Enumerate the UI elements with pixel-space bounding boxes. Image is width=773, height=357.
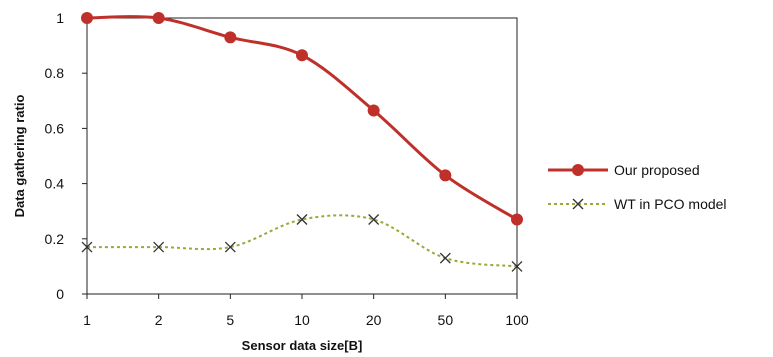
y-tick-label: 0 <box>56 286 64 302</box>
legend-swatch-marker <box>572 164 584 176</box>
point-stroke <box>81 241 93 253</box>
y-tick-label: 0.6 <box>45 120 65 136</box>
x-tick-label: 1 <box>83 312 91 328</box>
series-point <box>439 252 451 264</box>
x-axis-label: Sensor data size[B] <box>242 338 363 353</box>
series-point <box>153 241 165 253</box>
legend: Our proposed WT in PCO model <box>548 162 727 212</box>
series-line <box>86 214 518 268</box>
series-point <box>81 241 93 253</box>
point-stroke <box>224 241 236 253</box>
point-stroke <box>296 214 308 225</box>
y-tick-label: 0.2 <box>45 231 65 247</box>
series-point <box>224 241 236 253</box>
point-stroke <box>368 214 380 225</box>
y-tick-label: 1 <box>56 10 64 26</box>
series-point <box>511 213 523 226</box>
series-point <box>296 214 308 225</box>
series-point <box>296 49 308 62</box>
x-tick-label: 50 <box>438 312 454 328</box>
x-tick-label: 100 <box>505 312 529 328</box>
x-tick-label: 10 <box>294 312 310 328</box>
y-tick-label: 0.4 <box>45 176 65 192</box>
series-point <box>152 12 165 24</box>
legend-label: WT in PCO model <box>614 196 727 212</box>
series-point <box>368 214 380 225</box>
point-stroke <box>511 260 523 272</box>
series-point <box>367 104 380 117</box>
legend-swatch-marker <box>572 198 584 210</box>
series-point <box>439 169 452 182</box>
series-point <box>511 260 523 272</box>
series-point <box>224 31 237 44</box>
point-stroke <box>439 252 451 264</box>
series-line <box>86 15 518 221</box>
x-tick-label: 5 <box>226 312 234 328</box>
y-axis-ticks: 0 0.2 0.4 0.6 0.8 1 <box>45 10 87 302</box>
legend-label: Our proposed <box>614 162 700 178</box>
x-tick-label: 2 <box>155 312 163 328</box>
x-tick-label: 20 <box>366 312 382 328</box>
series-group <box>81 12 523 272</box>
point-stroke <box>153 241 165 253</box>
series-point <box>81 12 93 24</box>
x-axis-ticks: 1 2 5 10 20 50 100 <box>83 294 529 328</box>
y-tick-label: 0.8 <box>45 65 65 81</box>
y-axis-label: Data gathering ratio <box>12 95 27 218</box>
